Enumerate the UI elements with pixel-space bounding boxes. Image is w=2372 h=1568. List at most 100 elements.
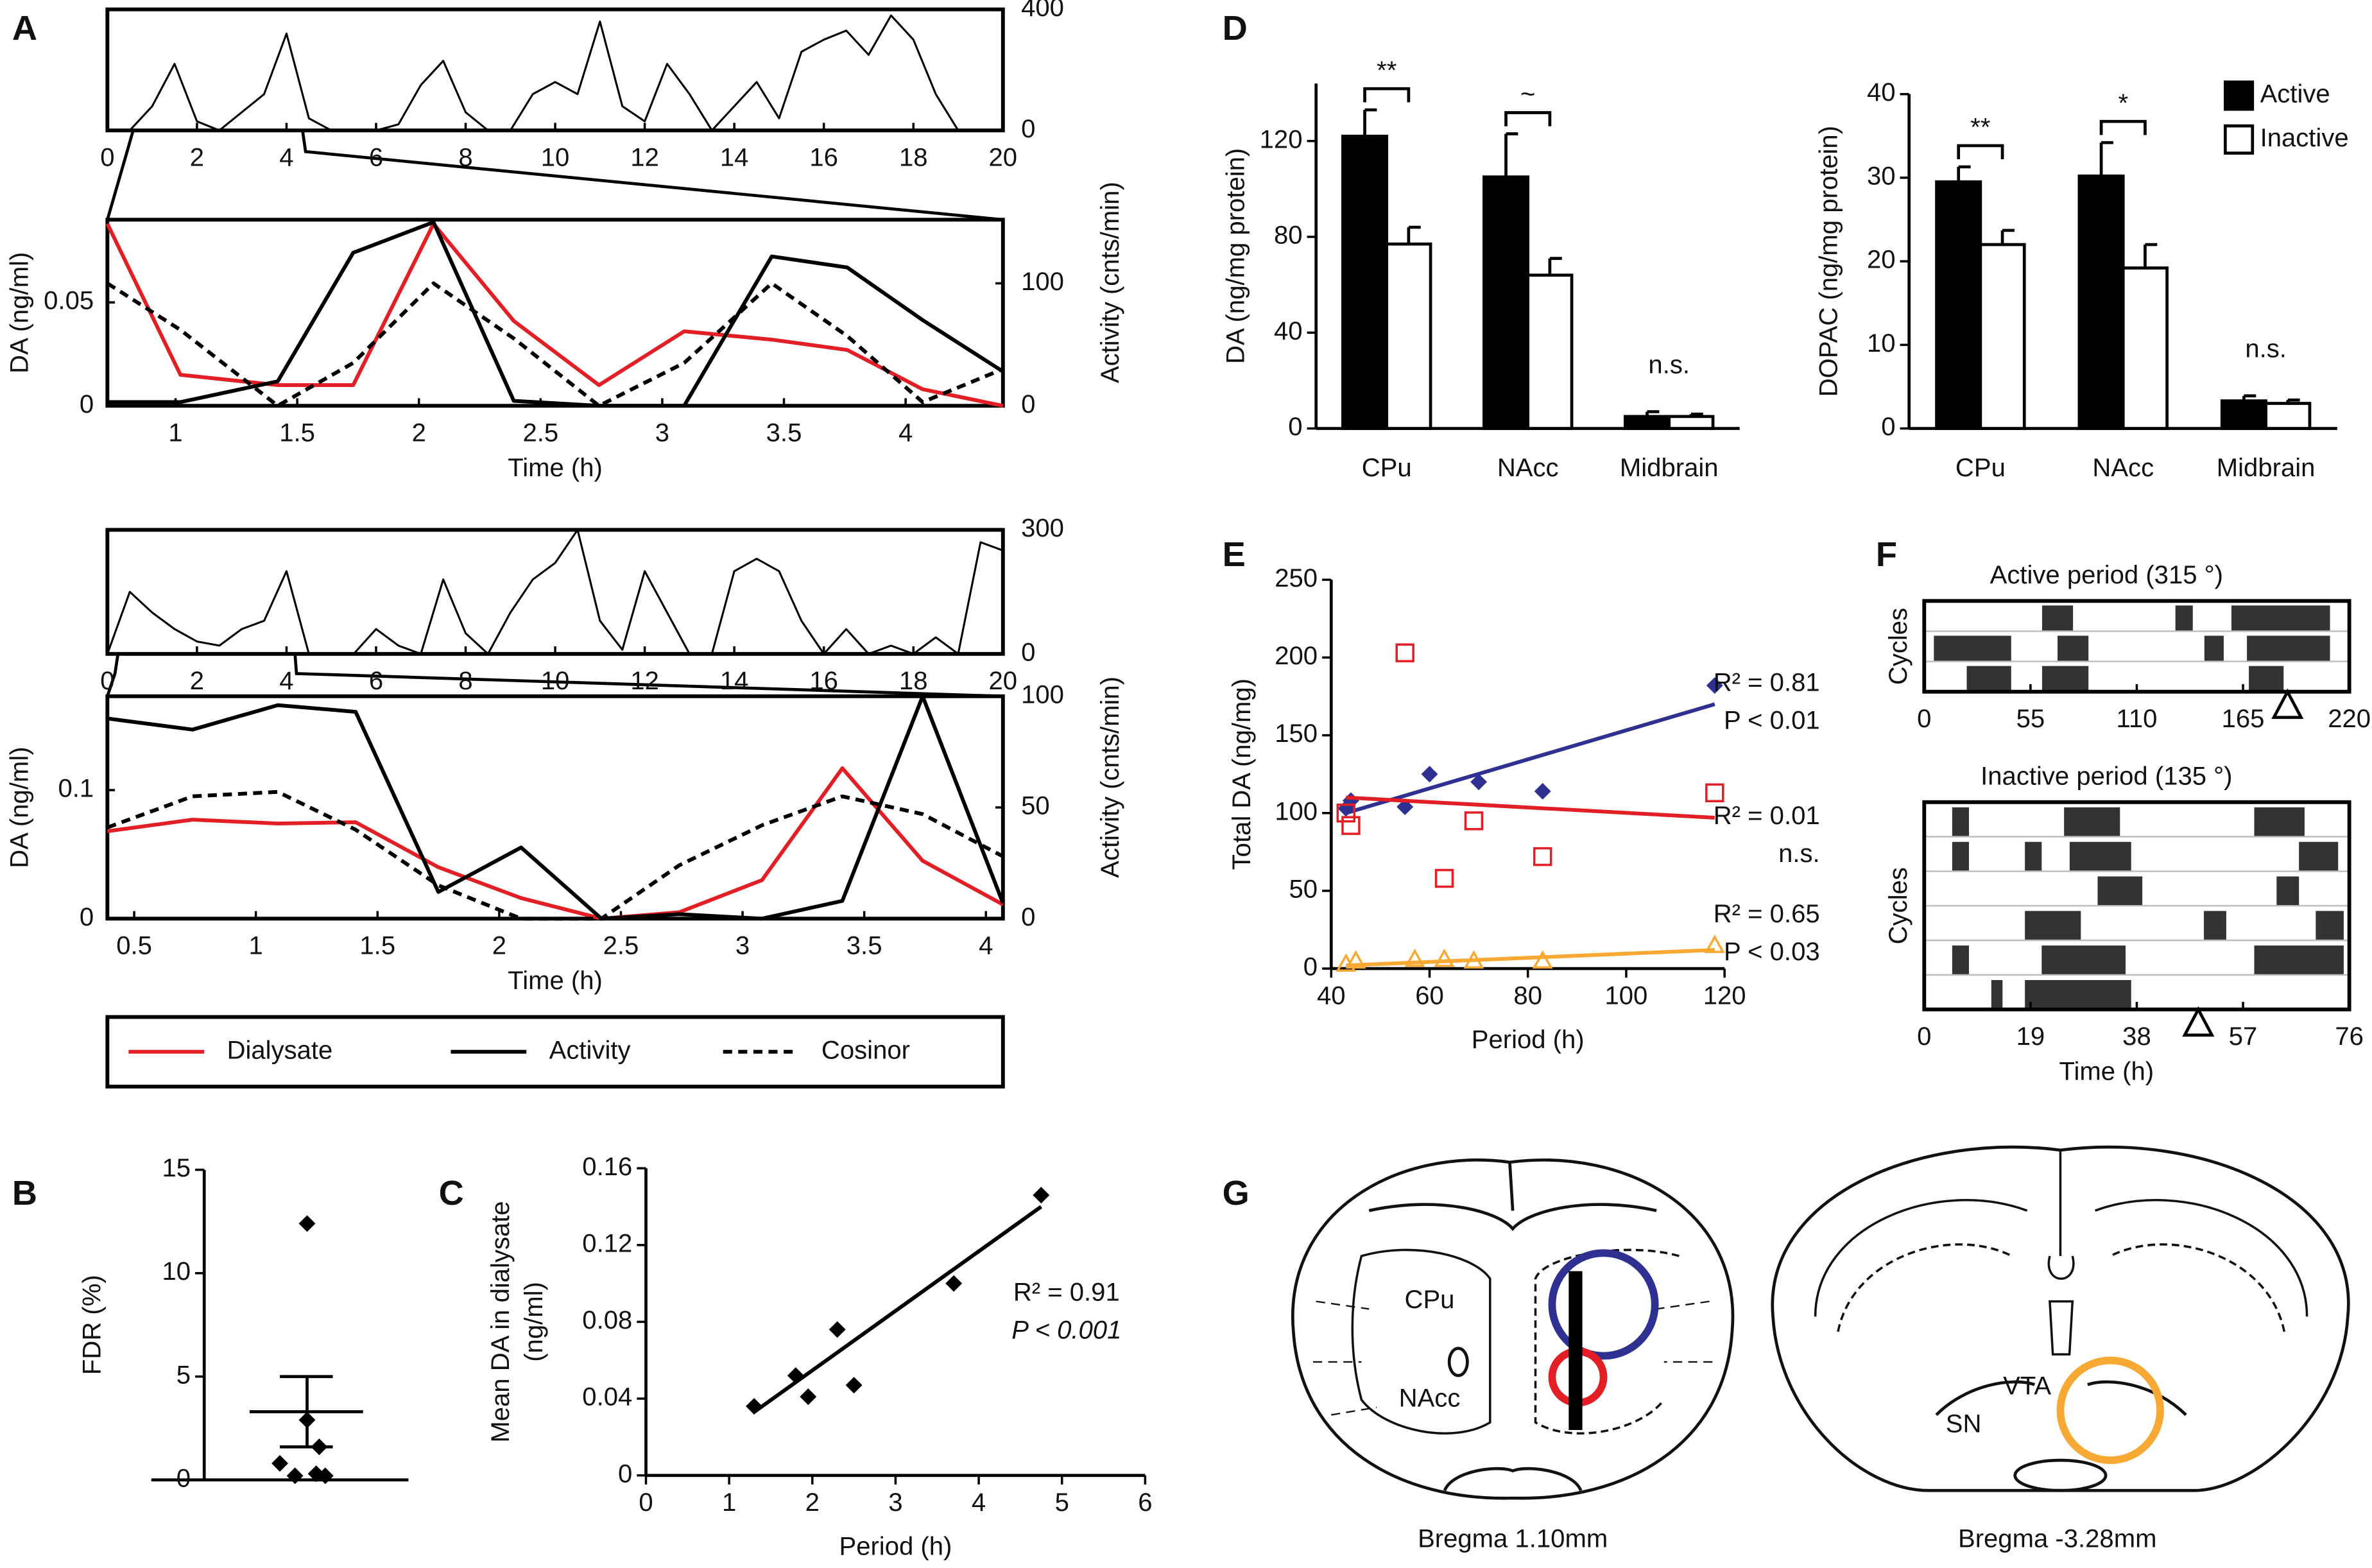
bar	[1935, 180, 1982, 430]
data-line	[107, 766, 1004, 921]
x-tick-label: 100	[1605, 981, 1648, 1010]
annotation: R² = 0.65	[1714, 900, 1820, 928]
y-tick-label: 0	[1021, 115, 1035, 143]
point	[1705, 783, 1724, 802]
x-tick-label: 1	[249, 932, 263, 960]
significance-label: n.s.	[2245, 335, 2287, 363]
x-tick-label: 5	[1055, 1488, 1069, 1517]
x-tick-label: 1	[722, 1488, 736, 1517]
y-axis-label: FDR (%)	[78, 1275, 107, 1375]
x-tick-label: 6	[1138, 1488, 1152, 1517]
y-tick-label: 0.08	[582, 1306, 632, 1334]
target-vta	[2056, 1356, 2164, 1465]
annotation: R² = 0.01	[1714, 802, 1820, 830]
x-tick-label: 1	[168, 419, 182, 447]
activity-burst	[1966, 666, 2011, 692]
panel-label: D	[1223, 9, 1248, 47]
annotation: R² = 0.91	[1013, 1278, 1120, 1306]
x-tick-label: 57	[2229, 1022, 2258, 1051]
x-tick-label: 220	[2328, 705, 2371, 733]
x-tick-label: 2.5	[603, 932, 639, 960]
zoom-connectors	[106, 130, 1004, 698]
y-tick-label: 0	[1303, 953, 1318, 981]
y-tick-label: 0	[1881, 413, 1895, 441]
point	[1464, 811, 1484, 831]
bar	[2220, 399, 2267, 430]
activity-burst	[2058, 635, 2089, 662]
point	[800, 1388, 817, 1406]
plot-frame	[105, 218, 1005, 408]
y-tick-label: 0.12	[582, 1229, 632, 1257]
data-line	[107, 14, 1003, 132]
data-line	[107, 220, 1004, 408]
activity-burst	[2041, 945, 2126, 975]
point	[1706, 677, 1723, 694]
substantia-nigra	[1935, 1380, 2187, 1417]
point	[787, 1367, 804, 1384]
x-tick-label: 110	[2117, 705, 2158, 733]
activity-burst	[2025, 911, 2081, 941]
anterior-commissure	[1447, 1347, 1469, 1377]
activity-burst	[2097, 876, 2143, 906]
x-tick-label: 3	[735, 932, 750, 960]
pons	[2013, 1458, 2108, 1492]
significance-label: *	[2118, 89, 2128, 117]
activity-burst	[2204, 635, 2224, 662]
activity-burst	[1952, 841, 1970, 872]
connector	[293, 653, 1003, 698]
y-tick-label: 0	[1021, 390, 1035, 418]
phase-marker	[2182, 1006, 2215, 1037]
x-tick-label: 18	[899, 667, 928, 695]
x-tick-label: 0	[100, 144, 114, 172]
x-tick-label: 2.5	[522, 419, 558, 447]
bar	[2264, 402, 2312, 430]
annotation: P < 0.001	[1011, 1316, 1121, 1344]
connector	[106, 653, 120, 697]
x-tick-label: 19	[2016, 1022, 2045, 1051]
legend-swatch	[2224, 80, 2255, 111]
activity-burst	[2231, 605, 2330, 632]
x-tick-label: 4	[979, 932, 993, 960]
x-tick-label: 76	[2335, 1022, 2364, 1051]
y-tick-label: 50	[1289, 875, 1318, 903]
x-tick-label: 4	[279, 667, 293, 695]
activity-burst	[2025, 979, 2131, 1010]
significance-bracket	[1957, 144, 2004, 160]
y-tick-label: 10	[162, 1257, 191, 1286]
point	[271, 1455, 289, 1472]
bar	[1482, 175, 1530, 430]
point	[1532, 950, 1553, 969]
activity-burst	[1991, 979, 2003, 1010]
point	[1463, 950, 1484, 969]
brain-right	[1771, 1145, 2350, 1492]
x-tick-label: 10	[541, 144, 570, 172]
x-tick-label: 14	[720, 667, 749, 695]
point	[1704, 935, 1725, 953]
annotation: P < 0.03	[1724, 938, 1820, 966]
legend-label: Inactive	[2260, 124, 2349, 152]
y-tick-label: 0	[618, 1460, 632, 1488]
region-label: NAcc	[1399, 1384, 1461, 1412]
annotation: n.s.	[1778, 840, 1820, 868]
y-tick-label: 0	[1021, 638, 1035, 666]
bar	[2121, 266, 2169, 430]
caption: Bregma 1.10mm	[1418, 1525, 1608, 1553]
point	[1533, 847, 1552, 866]
legend-swatch	[2224, 124, 2255, 155]
corpus-callosum	[1368, 1162, 1657, 1232]
striatum	[1351, 1248, 1491, 1434]
striatum-r	[1534, 1248, 1680, 1434]
x-tick-label: 12	[630, 144, 659, 172]
x-tick-label: 18	[899, 144, 928, 172]
point	[1345, 950, 1366, 969]
y-tick-label: 0.16	[582, 1153, 632, 1181]
x-tick-label: 14	[720, 144, 749, 172]
region-label: SN	[1946, 1410, 1982, 1438]
chart-title: Inactive period (135 °)	[1981, 762, 2232, 791]
y-axis-label: (ng/ml)	[520, 1282, 548, 1362]
x-tick-label: CPu	[1362, 454, 1412, 482]
panel-label: C	[439, 1174, 464, 1212]
legend-label: Activity	[549, 1036, 631, 1064]
y-tick-label: 0	[80, 390, 94, 418]
